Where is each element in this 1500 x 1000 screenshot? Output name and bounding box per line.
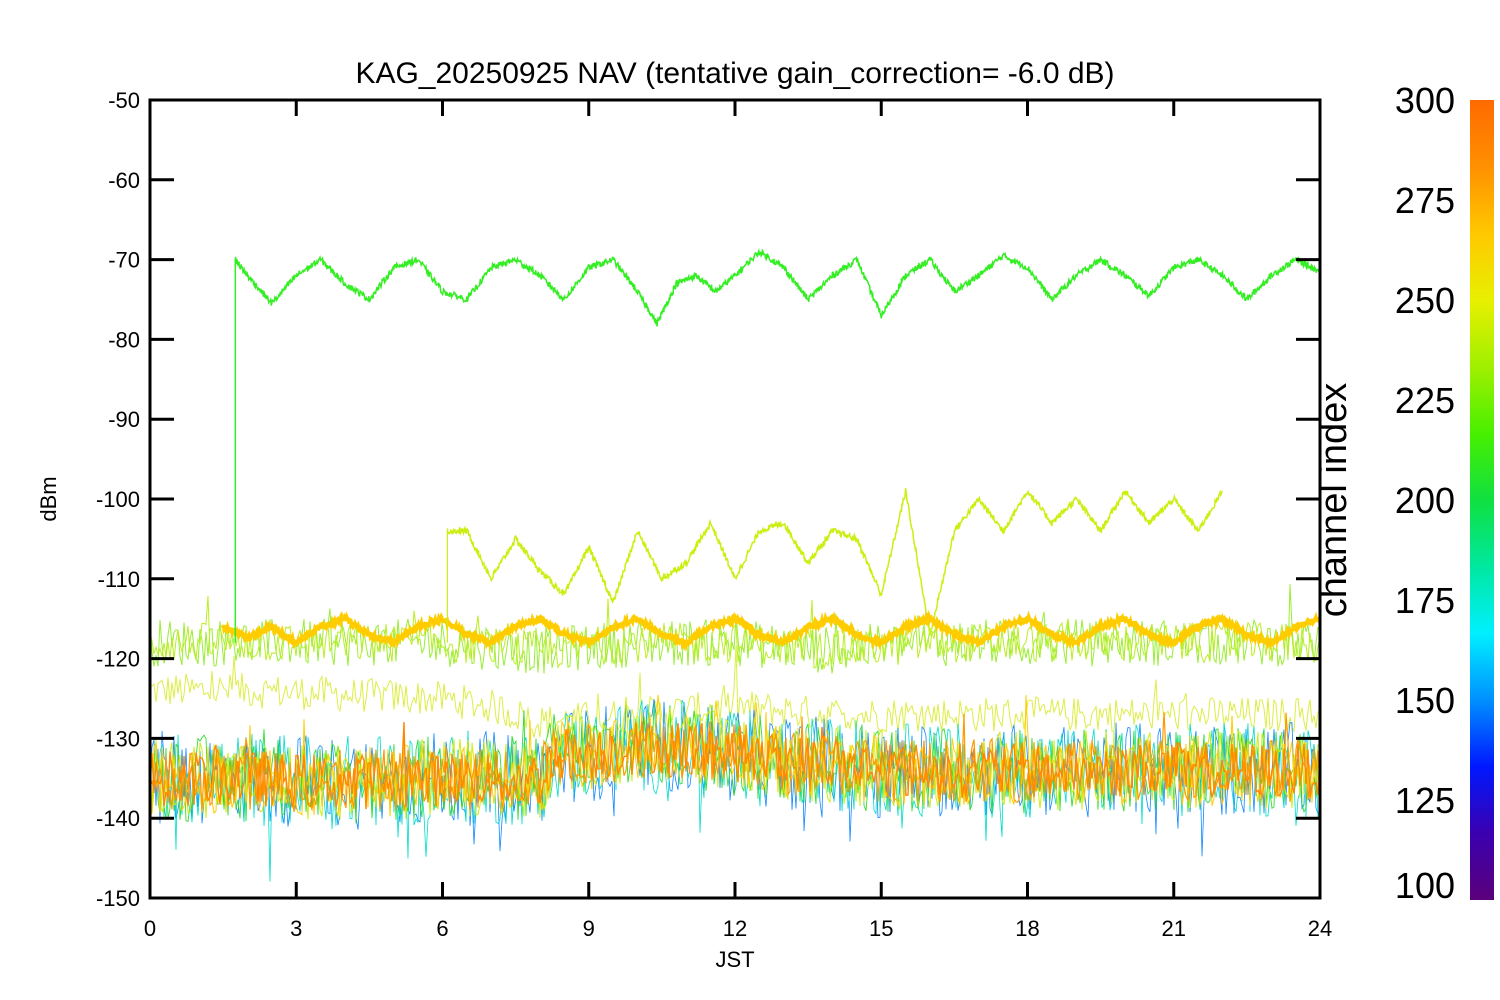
x-axis: 0 3 6 9 12 15 18 21 24 xyxy=(144,100,1332,941)
y-tick-label: -140 xyxy=(96,806,140,831)
y-tick-label: -110 xyxy=(98,567,140,592)
colorbar-tick-label: 250 xyxy=(1395,280,1455,321)
x-tick-label: 3 xyxy=(290,916,302,941)
noise-trace xyxy=(151,721,1320,810)
noise-trace xyxy=(151,712,1320,812)
colorbar-tick-label: 100 xyxy=(1395,865,1455,906)
colorbar-tick-label: 150 xyxy=(1395,680,1455,721)
y-tick-label: -80 xyxy=(108,327,140,352)
series-line xyxy=(446,488,1224,636)
chart-title: KAG_20250925 NAV (tentative gain_correct… xyxy=(355,57,1114,90)
y-tick-label: -130 xyxy=(96,726,140,751)
colorbar-ticks: 300 275 250 225 200 175 150 125 100 xyxy=(1395,80,1455,906)
series-line xyxy=(234,248,1320,327)
x-axis-label: JST xyxy=(715,947,754,972)
y-axis: -50 -60 -70 -80 -90 -100 -110 -120 -130 -140 -150 xyxy=(96,88,1320,911)
noise-band-layer xyxy=(151,584,1320,882)
colorbar-tick-label: 275 xyxy=(1395,180,1455,221)
noise-trace xyxy=(151,645,1320,738)
y-axis-label: dBm xyxy=(36,476,61,521)
y-tick-label: -60 xyxy=(108,168,140,193)
colorbar-tick-label: 125 xyxy=(1395,780,1455,821)
x-tick-label: 18 xyxy=(1015,916,1039,941)
x-tick-label: 12 xyxy=(723,916,747,941)
colorbar-tick-label: 175 xyxy=(1395,580,1455,621)
y-tick-label: -50 xyxy=(108,88,140,113)
x-tick-label: 0 xyxy=(144,916,156,941)
y-tick-label: -120 xyxy=(96,647,140,672)
x-tick-label: 15 xyxy=(869,916,893,941)
colorbar-tick-label: 200 xyxy=(1395,480,1455,521)
noise-trace xyxy=(151,595,1320,671)
y-tick-label: -70 xyxy=(108,248,140,273)
plot-area xyxy=(151,248,1320,882)
colorbar: 300 275 250 225 200 175 150 125 100 channel inde… xyxy=(1313,80,1494,906)
y-tick-label: -150 xyxy=(96,886,140,911)
colorbar-tick-label: 225 xyxy=(1395,380,1455,421)
x-tick-label: 9 xyxy=(583,916,595,941)
colorbar-tick-label: 300 xyxy=(1395,80,1455,121)
series-layer xyxy=(221,248,1320,652)
colorbar-gradient xyxy=(1470,100,1494,900)
x-tick-label: 6 xyxy=(436,916,448,941)
y-tick-label: -90 xyxy=(108,407,140,432)
x-tick-label: 21 xyxy=(1162,916,1186,941)
series-line xyxy=(221,609,1320,652)
colorbar-label: channel index xyxy=(1313,383,1355,618)
x-tick-label: 24 xyxy=(1308,916,1332,941)
y-tick-label: -100 xyxy=(96,487,140,512)
